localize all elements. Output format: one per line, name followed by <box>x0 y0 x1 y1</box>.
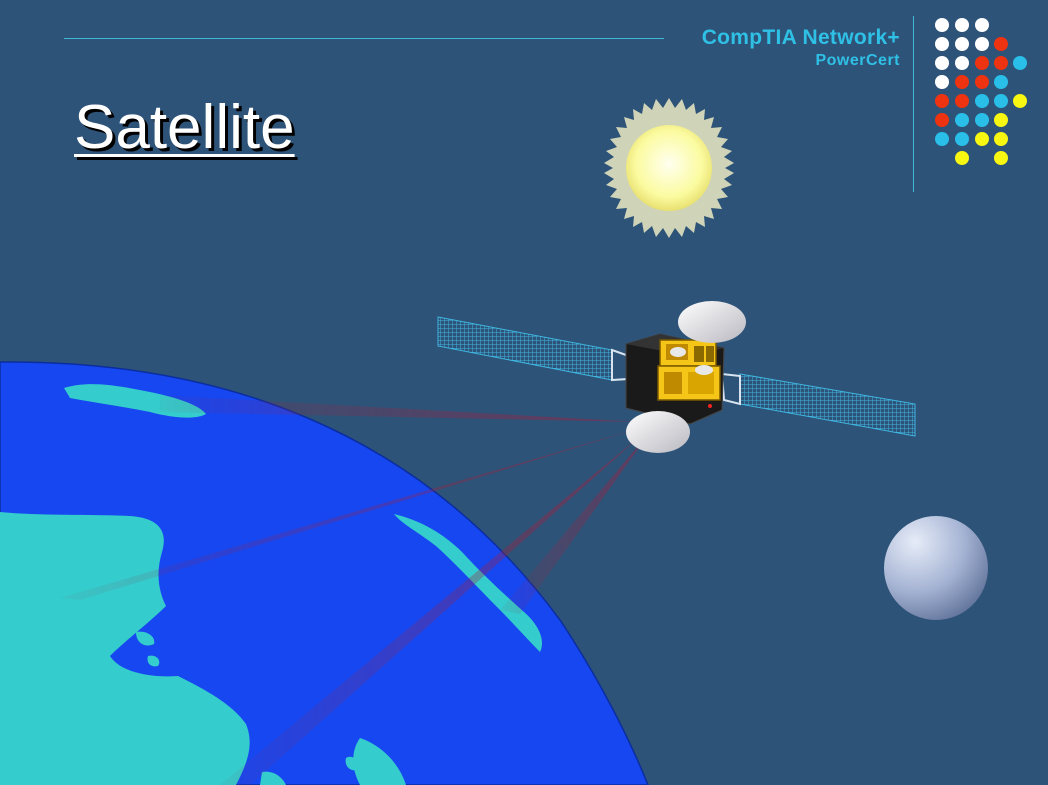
dot <box>935 18 949 32</box>
dot <box>955 132 969 146</box>
dot <box>955 75 969 89</box>
brand-subtitle: PowerCert <box>815 52 900 69</box>
dot <box>994 75 1008 89</box>
dot <box>975 113 989 127</box>
brand-logo: CompTIA Network+ PowerCert <box>702 26 900 72</box>
dot <box>975 18 989 32</box>
dot <box>935 132 949 146</box>
dot <box>994 37 1008 51</box>
dot <box>1013 94 1027 108</box>
slide-title: Satellite <box>74 93 295 162</box>
signal-beams <box>60 395 650 785</box>
dot <box>975 94 989 108</box>
satellite-icon <box>437 301 916 453</box>
dot <box>935 113 949 127</box>
dot <box>975 37 989 51</box>
dot <box>955 37 969 51</box>
dot <box>994 151 1008 165</box>
moon-icon <box>884 516 988 620</box>
decorative-dot-grid <box>933 16 1033 176</box>
dot <box>955 151 969 165</box>
dot <box>975 132 989 146</box>
dot <box>994 56 1008 70</box>
dot <box>975 56 989 70</box>
dot <box>935 56 949 70</box>
brand-title: CompTIA Network+ <box>701 26 900 49</box>
header-divider <box>64 38 664 39</box>
dot <box>935 75 949 89</box>
earth-icon <box>0 361 649 785</box>
dot <box>955 18 969 32</box>
vertical-divider <box>913 16 914 192</box>
dot <box>935 37 949 51</box>
dot <box>955 94 969 108</box>
dot <box>994 132 1008 146</box>
dot <box>975 75 989 89</box>
dot <box>994 94 1008 108</box>
dot <box>1013 56 1027 70</box>
sun-icon <box>604 98 734 238</box>
dot <box>955 113 969 127</box>
dot <box>935 94 949 108</box>
dot <box>994 113 1008 127</box>
dot <box>955 56 969 70</box>
